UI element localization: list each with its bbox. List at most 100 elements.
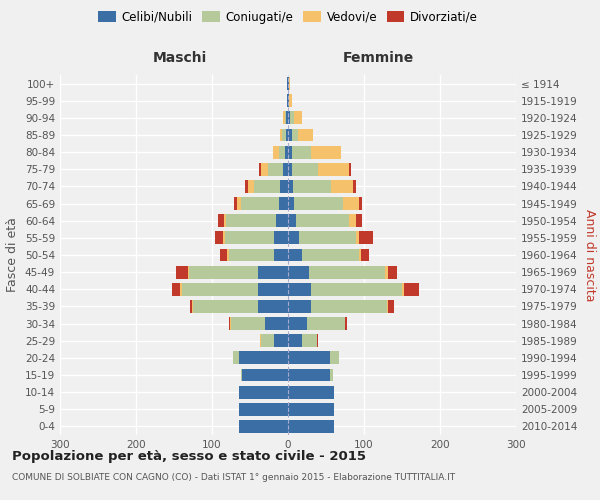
- Bar: [226, 214, 276, 227]
- Bar: [241, 197, 279, 210]
- Bar: [280, 128, 282, 141]
- Bar: [288, 352, 330, 364]
- Bar: [215, 232, 223, 244]
- Bar: [288, 300, 311, 313]
- Bar: [286, 112, 288, 124]
- Bar: [385, 266, 388, 278]
- Bar: [292, 163, 319, 175]
- Bar: [287, 94, 288, 107]
- Bar: [288, 232, 299, 244]
- Bar: [180, 283, 182, 296]
- Bar: [289, 94, 292, 107]
- Bar: [361, 248, 368, 262]
- Bar: [283, 112, 285, 124]
- Bar: [288, 248, 302, 262]
- Bar: [387, 300, 388, 313]
- Bar: [218, 214, 224, 227]
- Bar: [223, 232, 225, 244]
- Bar: [288, 386, 334, 398]
- Bar: [190, 300, 192, 313]
- Bar: [404, 283, 419, 296]
- Bar: [280, 180, 288, 193]
- Bar: [239, 352, 288, 364]
- Bar: [229, 317, 230, 330]
- Bar: [286, 128, 288, 141]
- Text: COMUNE DI SOLBIATE CON CAGNO (CO) - Dati ISTAT 1° gennaio 2015 - Elaborazione TU: COMUNE DI SOLBIATE CON CAGNO (CO) - Dati…: [12, 472, 455, 482]
- Bar: [279, 197, 288, 210]
- Bar: [292, 146, 311, 158]
- Bar: [359, 232, 373, 244]
- Bar: [241, 368, 242, 382]
- Bar: [330, 368, 333, 382]
- Bar: [388, 266, 397, 278]
- Bar: [388, 300, 394, 313]
- Bar: [288, 334, 302, 347]
- Bar: [345, 317, 347, 330]
- Y-axis label: Fasce di età: Fasce di età: [7, 218, 19, 292]
- Bar: [288, 128, 292, 141]
- Bar: [188, 266, 189, 278]
- Bar: [293, 180, 331, 193]
- Bar: [265, 317, 288, 330]
- Bar: [274, 232, 288, 244]
- Bar: [311, 283, 402, 296]
- Bar: [274, 334, 288, 347]
- Bar: [233, 352, 239, 364]
- Bar: [227, 248, 229, 262]
- Bar: [193, 300, 257, 313]
- Bar: [248, 180, 254, 193]
- Bar: [285, 146, 288, 158]
- Bar: [230, 317, 231, 330]
- Bar: [234, 197, 237, 210]
- Bar: [276, 214, 288, 227]
- Bar: [231, 317, 265, 330]
- Bar: [356, 232, 359, 244]
- Bar: [225, 232, 274, 244]
- Bar: [224, 214, 226, 227]
- Bar: [288, 77, 289, 90]
- Legend: Celibi/Nubili, Coniugati/e, Vedovi/e, Divorziati/e: Celibi/Nubili, Coniugati/e, Vedovi/e, Di…: [93, 6, 483, 28]
- Bar: [288, 214, 296, 227]
- Bar: [288, 368, 330, 382]
- Bar: [259, 163, 260, 175]
- Bar: [298, 128, 313, 141]
- Bar: [172, 283, 180, 296]
- Bar: [299, 232, 356, 244]
- Bar: [288, 146, 292, 158]
- Bar: [229, 248, 274, 262]
- Bar: [287, 77, 288, 90]
- Bar: [349, 214, 356, 227]
- Bar: [192, 300, 193, 313]
- Bar: [282, 128, 286, 141]
- Bar: [288, 112, 290, 124]
- Bar: [288, 283, 311, 296]
- Bar: [294, 112, 302, 124]
- Bar: [296, 214, 349, 227]
- Bar: [273, 146, 279, 158]
- Bar: [288, 266, 309, 278]
- Bar: [288, 420, 334, 433]
- Bar: [239, 403, 288, 415]
- Bar: [283, 163, 288, 175]
- Bar: [288, 403, 334, 415]
- Bar: [239, 386, 288, 398]
- Bar: [257, 283, 288, 296]
- Text: Femmine: Femmine: [343, 51, 413, 65]
- Bar: [311, 146, 341, 158]
- Bar: [302, 334, 317, 347]
- Bar: [220, 248, 227, 262]
- Bar: [237, 197, 241, 210]
- Bar: [359, 248, 361, 262]
- Bar: [289, 77, 290, 90]
- Bar: [288, 197, 294, 210]
- Bar: [268, 163, 283, 175]
- Bar: [319, 163, 349, 175]
- Bar: [274, 248, 288, 262]
- Text: Popolazione per età, sesso e stato civile - 2015: Popolazione per età, sesso e stato civil…: [12, 450, 366, 463]
- Bar: [353, 180, 356, 193]
- Text: Maschi: Maschi: [153, 51, 207, 65]
- Bar: [182, 283, 257, 296]
- Bar: [359, 197, 362, 210]
- Bar: [343, 197, 359, 210]
- Bar: [260, 334, 274, 347]
